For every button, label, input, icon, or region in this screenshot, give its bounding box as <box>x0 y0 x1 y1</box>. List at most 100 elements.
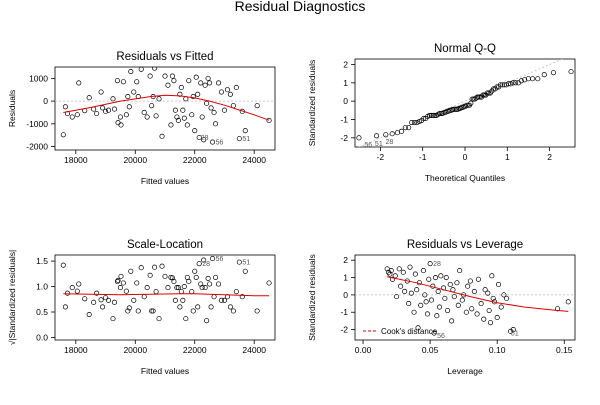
data-point <box>123 288 129 294</box>
data-point <box>115 120 121 126</box>
data-point <box>422 292 428 298</box>
smooth-line <box>63 94 270 121</box>
data-point <box>189 112 195 118</box>
smooth-line <box>387 276 569 312</box>
data-point <box>469 306 475 312</box>
data-point <box>236 259 242 265</box>
data-point <box>159 133 165 139</box>
data-point <box>117 114 123 120</box>
data-point <box>430 112 436 118</box>
data-point <box>149 308 155 314</box>
data-point <box>513 80 519 86</box>
plot-area <box>355 261 575 336</box>
data-point <box>141 109 147 116</box>
data-point <box>131 89 137 95</box>
data-point <box>212 274 219 280</box>
data-point <box>193 274 199 280</box>
data-point <box>407 264 413 270</box>
data-point <box>201 257 207 263</box>
data-point <box>510 80 516 86</box>
point-label: 28 <box>433 261 441 268</box>
y-tick-label: -1000 <box>26 119 48 129</box>
y-tick-label: 1.0 <box>36 282 48 292</box>
data-point <box>218 297 225 303</box>
point-label: 28 <box>201 135 209 142</box>
data-point <box>497 82 503 88</box>
data-point <box>438 273 444 279</box>
data-point <box>420 268 426 274</box>
data-point <box>409 120 415 126</box>
data-point <box>172 297 178 303</box>
data-point <box>196 134 202 141</box>
data-point <box>236 136 242 142</box>
data-point <box>522 77 528 83</box>
data-point <box>530 76 536 82</box>
data-point <box>141 294 147 300</box>
y-tick-label: 0 <box>343 290 348 300</box>
x-tick-label: -1 <box>419 152 427 162</box>
data-point <box>454 280 460 286</box>
data-point <box>485 290 491 296</box>
panel-title: Residuals vs Leverage <box>407 239 523 251</box>
data-point <box>201 137 207 143</box>
data-point <box>171 78 177 84</box>
data-point <box>128 68 134 75</box>
data-point <box>69 114 75 120</box>
data-point <box>134 280 140 286</box>
panel-3: Scale-Location 18000 20000 22000 24000 0.0 0.5… <box>7 239 276 376</box>
data-point <box>471 288 477 294</box>
x-tick-label: 1 <box>505 152 510 162</box>
data-point <box>541 72 547 78</box>
data-point <box>171 278 177 285</box>
data-point <box>204 100 210 106</box>
data-point <box>74 112 80 118</box>
data-point <box>199 114 205 120</box>
data-point <box>126 104 132 110</box>
data-point <box>388 268 394 274</box>
data-point <box>242 268 248 274</box>
data-point <box>156 96 162 102</box>
point-label: 28 <box>202 261 210 268</box>
data-point <box>184 122 190 128</box>
panel-1: Residuals vs Fitted 18000 20000 22000 24000 -… <box>7 51 276 186</box>
y-tick-label: 0.0 <box>36 332 48 342</box>
data-point <box>86 95 92 101</box>
data-point <box>254 308 260 314</box>
data-point <box>482 287 488 293</box>
data-point <box>210 256 216 262</box>
data-point <box>152 264 158 270</box>
data-point <box>227 304 233 310</box>
data-point <box>202 82 208 88</box>
data-point <box>76 281 82 287</box>
data-point <box>211 294 217 300</box>
data-point <box>100 304 106 310</box>
panel-2: Normal Q-Q -2 -1 0 1 2 -2 -1 0 1 2 Theoretical Quan… <box>307 43 576 183</box>
point-label: 51 <box>511 331 519 338</box>
data-point <box>111 299 118 305</box>
data-point <box>451 106 457 112</box>
data-point <box>435 288 441 294</box>
data-point <box>178 289 184 295</box>
data-point <box>227 91 233 97</box>
data-point <box>102 295 109 301</box>
data-point <box>498 304 504 310</box>
data-point <box>60 262 66 268</box>
data-point <box>207 80 213 86</box>
data-point <box>117 285 123 291</box>
y-tick-label: 1.5 <box>36 256 48 266</box>
point-label: 56 <box>216 140 224 147</box>
data-point <box>125 308 131 314</box>
data-point <box>474 311 480 317</box>
plot-frame <box>354 254 576 341</box>
data-point <box>486 307 492 314</box>
point-label: 51 <box>375 141 383 148</box>
data-point <box>204 318 210 324</box>
data-point <box>218 89 225 95</box>
data-point <box>125 94 131 100</box>
data-point <box>178 84 184 91</box>
data-point <box>181 115 187 121</box>
data-point <box>94 111 100 117</box>
data-point <box>126 305 132 311</box>
data-point <box>208 304 214 310</box>
data-point <box>152 67 158 71</box>
